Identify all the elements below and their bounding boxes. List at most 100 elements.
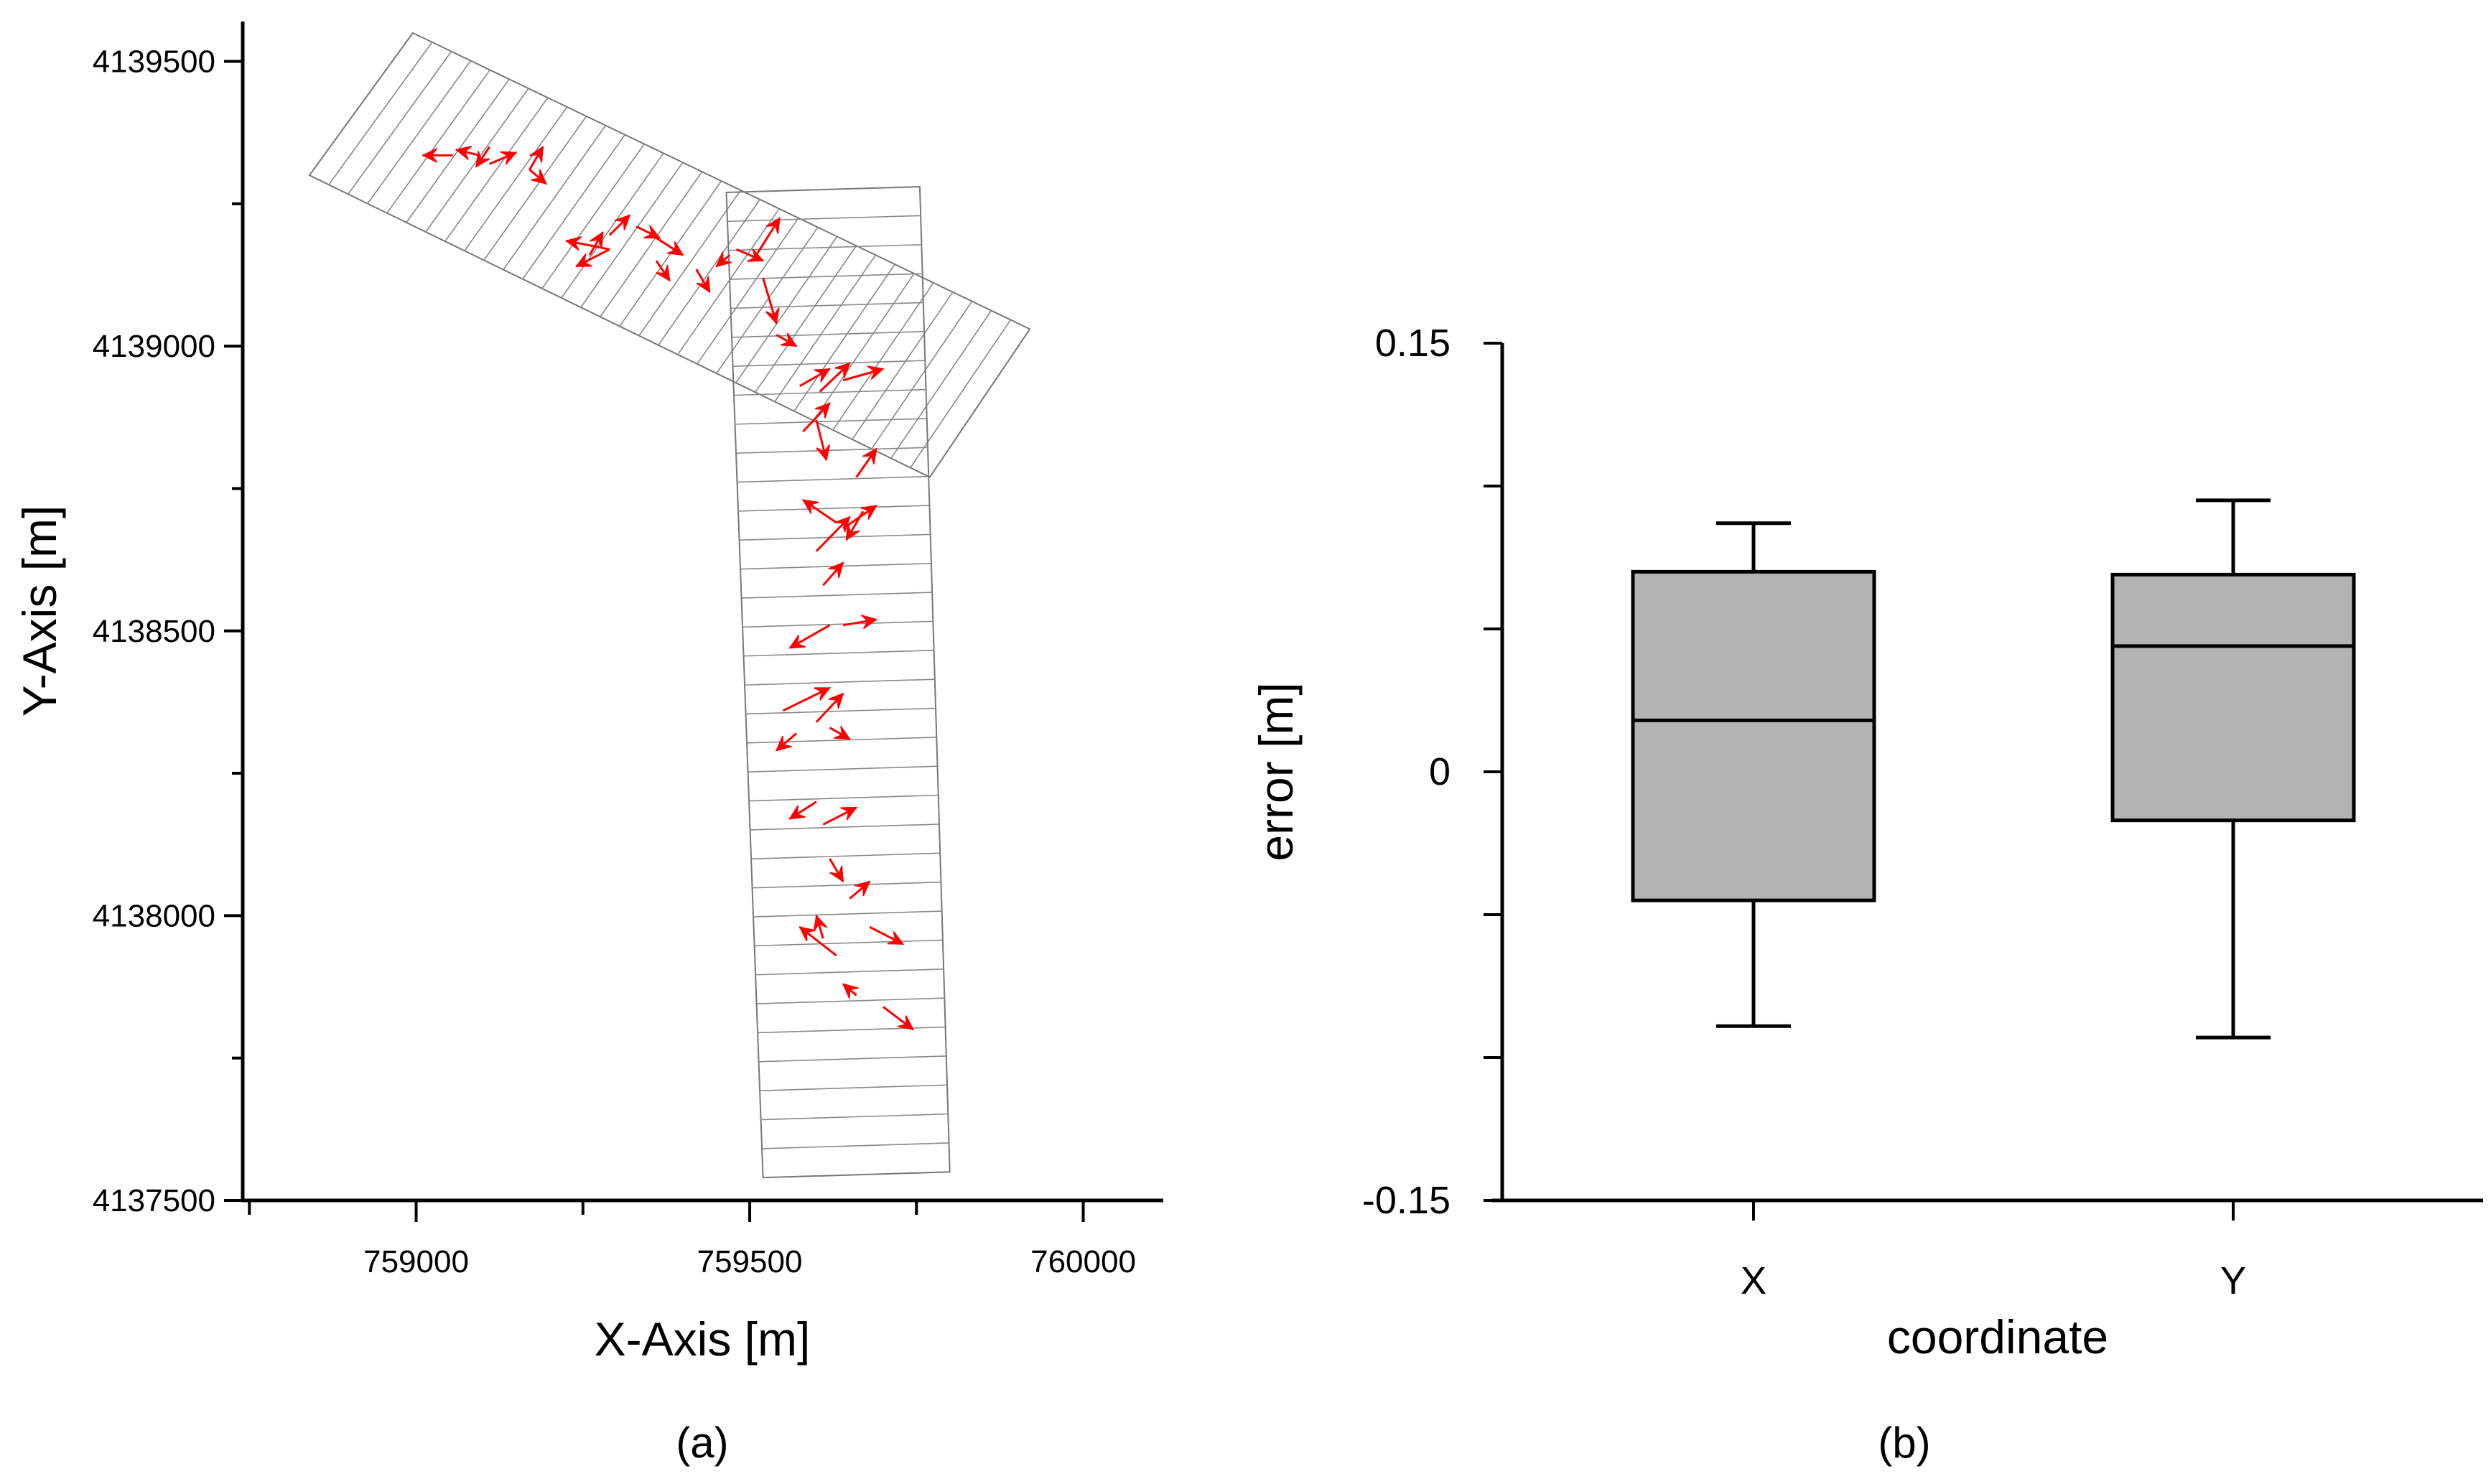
error-vector	[529, 146, 544, 170]
y-tick-label: 4137500	[93, 1183, 215, 1218]
error-vector-head	[860, 505, 877, 520]
x-tick-label: X	[1741, 1259, 1766, 1302]
y-tick-label: -0.15	[1362, 1179, 1451, 1222]
error-vector	[845, 510, 865, 541]
error-vector	[849, 880, 871, 900]
error-vector-head	[801, 499, 819, 514]
error-vector-head	[834, 362, 851, 378]
strip-cross-line	[638, 190, 742, 336]
error-vector-head	[643, 225, 661, 239]
y-tick-label: 4139000	[93, 329, 215, 364]
error-vector-head	[765, 307, 780, 325]
strip-cross-line	[749, 794, 939, 802]
error-vector-head	[614, 214, 631, 230]
strip-cross-line	[503, 125, 607, 271]
strip-cross-line	[743, 650, 934, 657]
error-vector-head	[897, 1015, 915, 1031]
panel-a-scatter: 4137500 4138000 4138500 4139000 4139500 7590…	[13, 22, 1163, 1467]
error-vector	[842, 983, 859, 999]
error-vector-head	[775, 735, 792, 752]
strip-cross-line	[580, 162, 684, 308]
strip-cross-line	[727, 215, 921, 223]
strip-cross-line	[561, 152, 664, 299]
error-vector-head	[667, 241, 684, 256]
error-vector	[588, 231, 604, 256]
strip-cross-line	[729, 273, 923, 280]
error-vector-head	[715, 251, 732, 268]
x-axis-label: X-Axis [m]	[595, 1312, 811, 1366]
panel-label-a: (a)	[676, 1419, 728, 1467]
error-vector	[715, 251, 732, 268]
error-vector	[782, 686, 832, 712]
error-vector	[815, 419, 831, 462]
error-vector	[815, 515, 851, 552]
error-vector-head	[887, 931, 905, 945]
error-vector	[655, 260, 671, 282]
y-tick-label: 4138000	[93, 898, 215, 933]
error-vector-head	[747, 248, 765, 262]
strip-cross-line	[753, 910, 942, 918]
error-vector	[656, 237, 684, 256]
box-y	[2110, 498, 2356, 1040]
error-vector	[801, 499, 837, 524]
strip-cross-line	[677, 208, 780, 355]
error-vector-head	[862, 447, 877, 465]
error-vector	[869, 925, 905, 946]
error-vector-head	[529, 146, 544, 163]
error-vector-head	[814, 402, 831, 419]
error-vector-head	[813, 914, 828, 932]
strip-cross-line	[697, 218, 799, 365]
error-vector	[822, 806, 858, 826]
error-vector	[829, 858, 844, 883]
error-vector	[635, 225, 661, 239]
y-tick-label: 4138500	[93, 614, 215, 649]
error-vector-head	[840, 806, 858, 821]
error-vector	[564, 236, 610, 251]
error-vector-head	[564, 236, 582, 251]
error-vector	[475, 146, 490, 168]
strip-cross-line	[600, 171, 703, 317]
x-ticks: 759000 759500 760000	[248, 1200, 1136, 1279]
strip-cross-line	[348, 51, 452, 195]
error-vector-head	[765, 217, 781, 234]
strip-cross-line	[871, 301, 973, 449]
error-vector	[842, 365, 885, 382]
strip-cross-line	[444, 97, 549, 242]
x-axis-label: coordinate	[1887, 1310, 2108, 1363]
error-vector	[842, 615, 878, 630]
strip-cross-line	[739, 533, 931, 541]
error-vector-head	[842, 983, 859, 999]
strip-cross-line	[658, 199, 760, 346]
strip-cross-line	[750, 823, 939, 831]
y-tick-label: 0.15	[1375, 322, 1451, 365]
error-vector	[798, 368, 832, 387]
panel-label-b: (b)	[1878, 1419, 1930, 1467]
strip-cross-line	[732, 360, 926, 367]
error-vector-head	[500, 151, 518, 165]
strip-cross-line	[483, 116, 587, 261]
strip-cross-line	[754, 939, 943, 947]
error-vector-head	[656, 264, 671, 282]
strip-cross-line	[328, 42, 433, 185]
error-vector	[455, 146, 480, 161]
strip-cross-line	[751, 852, 941, 860]
box-iqr	[2110, 572, 2356, 823]
strip-outline	[725, 186, 951, 1179]
y-ticks: -0.15 0 0.15	[1362, 322, 1502, 1222]
strip-cross-line	[738, 505, 930, 512]
error-vector	[775, 732, 798, 752]
strip-cross-line	[464, 106, 568, 251]
error-vector-head	[780, 332, 798, 347]
error-vector-head	[475, 151, 490, 168]
strip-cross-line	[756, 997, 945, 1004]
flight-strips	[308, 32, 1031, 1179]
error-vector	[788, 801, 817, 820]
error-vector-head	[829, 865, 844, 883]
error-vector-head	[788, 805, 806, 820]
error-vector	[815, 692, 844, 723]
error-vector	[829, 725, 851, 740]
x-tick-label: 759500	[697, 1244, 803, 1279]
box-x	[1631, 521, 1876, 1028]
strip-cross-line	[762, 1142, 949, 1149]
